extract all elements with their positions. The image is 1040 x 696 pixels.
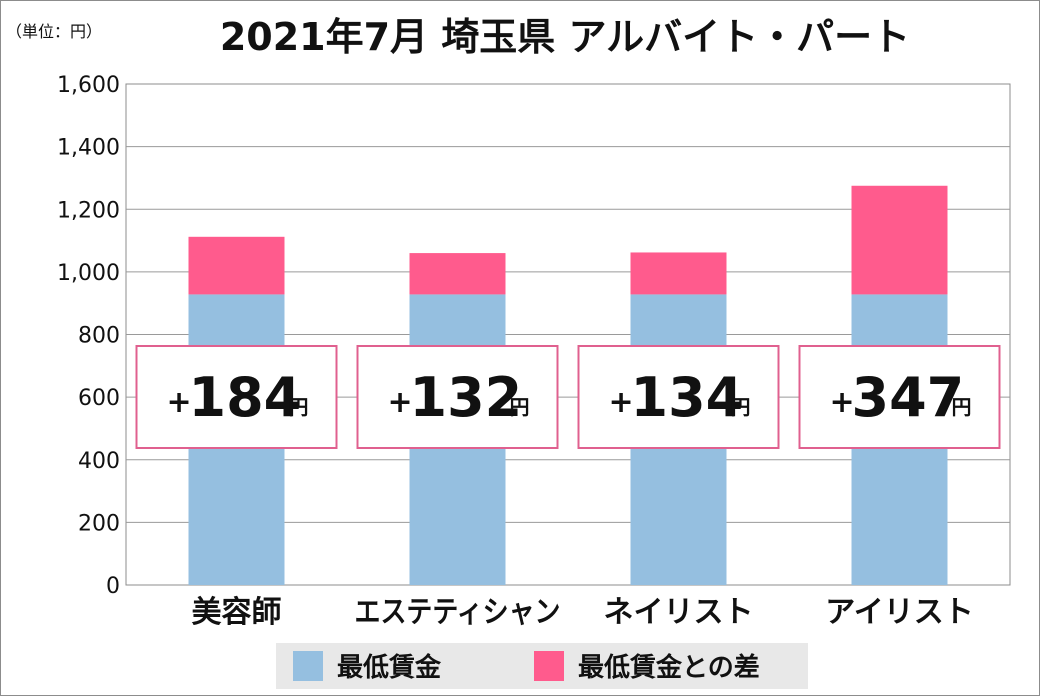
bar-wage-difference bbox=[409, 253, 506, 295]
difference-plus-sign: + bbox=[609, 385, 634, 420]
y-axis-ticks: 0 200 400 600 800 1,000 1,200 1,400 1,600 bbox=[57, 73, 120, 599]
x-category-label: アイリスト bbox=[825, 595, 974, 630]
difference-unit: 円 bbox=[510, 395, 530, 419]
difference-callout-box bbox=[356, 345, 559, 449]
y-tick-label: 600 bbox=[78, 386, 120, 411]
legend: 最低賃金 最低賃金との差 bbox=[276, 643, 808, 689]
bar-wage-difference bbox=[851, 185, 948, 295]
difference-value: 347 bbox=[852, 366, 965, 429]
y-tick-label: 0 bbox=[106, 574, 120, 599]
difference-unit: 円 bbox=[289, 395, 309, 419]
x-category-label: エステティシャン bbox=[355, 595, 561, 630]
difference-unit: 円 bbox=[952, 395, 972, 419]
difference-value: 184 bbox=[189, 366, 302, 429]
x-category-label: ネイリスト bbox=[604, 595, 754, 630]
bar-wage-difference bbox=[188, 236, 285, 295]
y-tick-label: 1,600 bbox=[57, 73, 120, 98]
difference-plus-sign: + bbox=[388, 385, 413, 420]
bar-wage-difference bbox=[630, 252, 727, 295]
x-axis-categories: 美容師 エステティシャン ネイリスト アイリスト bbox=[192, 595, 974, 630]
difference-plus-sign: + bbox=[830, 385, 855, 420]
legend-swatch bbox=[293, 651, 323, 681]
difference-value: 134 bbox=[631, 366, 744, 429]
y-tick-label: 800 bbox=[78, 324, 120, 349]
difference-value: 132 bbox=[410, 366, 523, 429]
x-category-label: 美容師 bbox=[192, 595, 282, 630]
y-tick-label: 200 bbox=[78, 511, 120, 536]
unit-label: （単位：円） bbox=[6, 22, 102, 41]
difference-callout-box bbox=[798, 345, 1001, 449]
y-tick-label: 400 bbox=[78, 449, 120, 474]
y-tick-label: 1,000 bbox=[57, 261, 120, 286]
difference-callout-box bbox=[135, 345, 338, 449]
legend-swatch bbox=[534, 651, 564, 681]
difference-unit: 円 bbox=[731, 395, 751, 419]
legend-label: 最低賃金との差 bbox=[578, 652, 760, 683]
difference-plus-sign: + bbox=[167, 385, 192, 420]
y-tick-label: 1,400 bbox=[57, 136, 120, 161]
chart-title: 2021年7月 埼玉県 アルバイト・パート bbox=[220, 15, 910, 59]
legend-label: 最低賃金 bbox=[337, 652, 442, 683]
y-tick-label: 1,200 bbox=[57, 198, 120, 223]
difference-callout-box bbox=[577, 345, 780, 449]
